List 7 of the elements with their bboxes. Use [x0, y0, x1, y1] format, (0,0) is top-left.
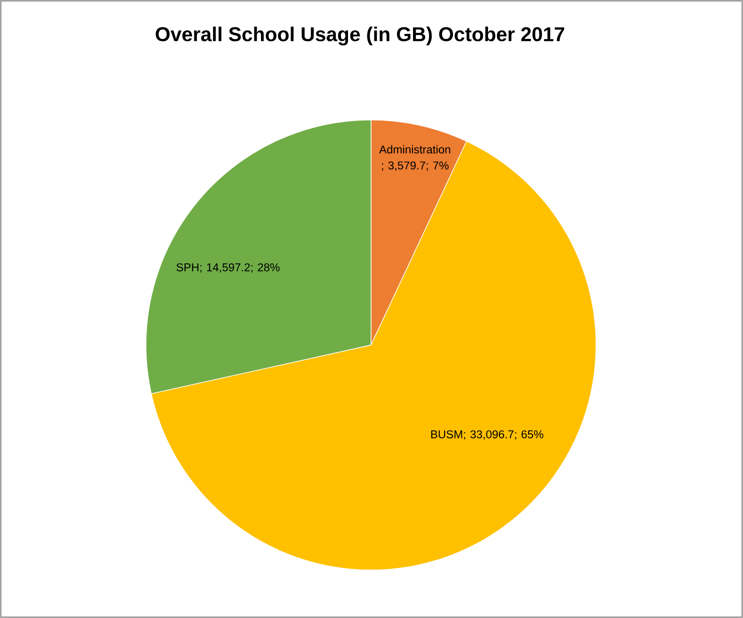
slice-label: SPH: [176, 263, 198, 272]
slice-label: Administration: [379, 145, 450, 154]
slice-label: BUSM: [431, 430, 462, 438]
data-label: ; 14,597.2; 28%: [200, 263, 280, 273]
data-label: ; 33,096.7; 65%: [464, 430, 544, 440]
chart-title: Overall School Usage (in GB) October 2017: [156, 26, 564, 46]
data-label: ; 3,579.7; 7%: [382, 161, 449, 171]
